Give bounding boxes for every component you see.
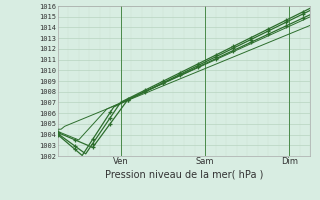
X-axis label: Pression niveau de la mer( hPa ): Pression niveau de la mer( hPa ) xyxy=(105,169,263,179)
